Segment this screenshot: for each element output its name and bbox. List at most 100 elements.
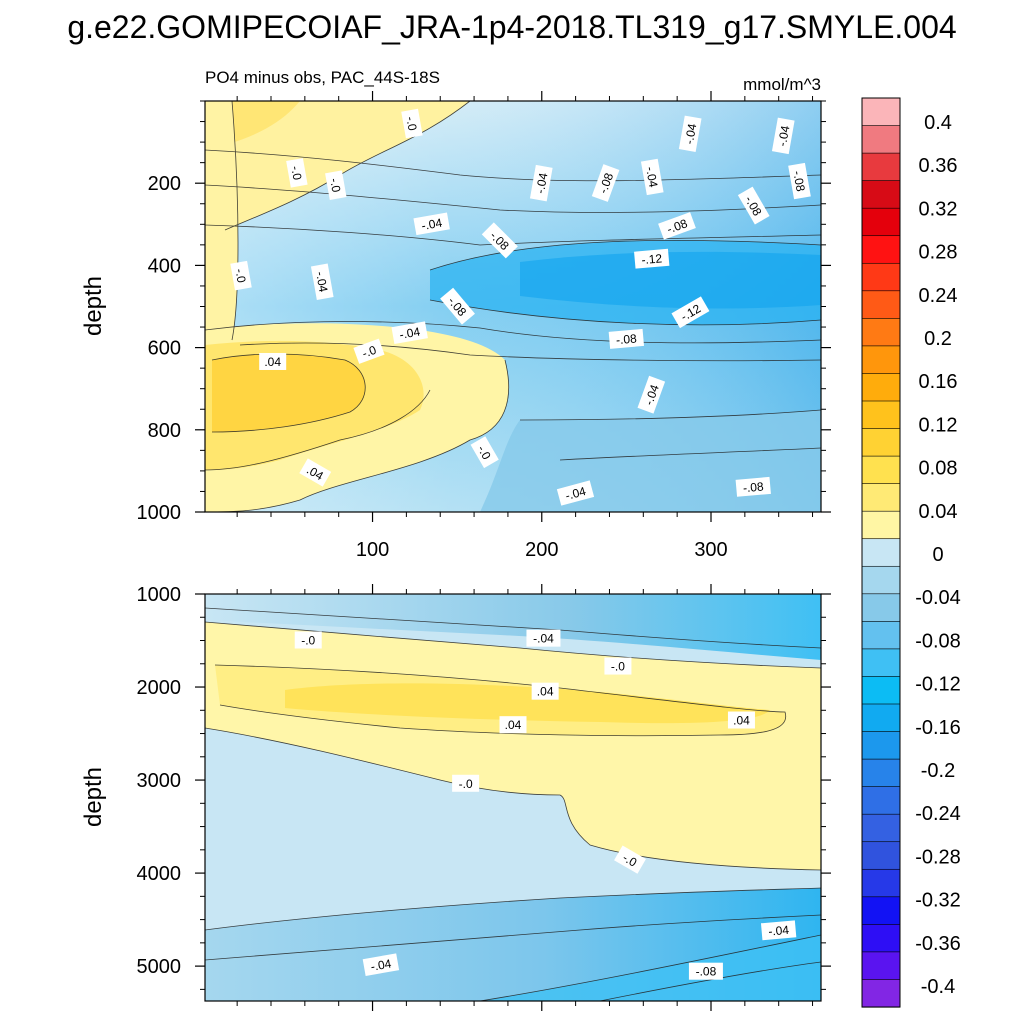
colorbar-level-label: 0.12 xyxy=(919,414,958,436)
colorbar-level-label: 0 xyxy=(932,544,943,566)
colorbar-cell xyxy=(861,813,901,843)
bottom-contour-label-text: -.0 xyxy=(459,777,473,791)
bottom-contour-label: .04 xyxy=(531,682,559,700)
top-contour-label: -.04 xyxy=(637,375,666,414)
colorbar-level-label: 0.04 xyxy=(919,501,958,523)
top-contour-label-text: -.04 xyxy=(775,124,792,147)
top-contour-label-box xyxy=(608,328,645,349)
top-contour-label-box xyxy=(286,158,308,188)
bottom-contour-line xyxy=(205,727,821,871)
bottom-contour-line xyxy=(214,664,787,737)
colorbar-cell xyxy=(861,97,901,127)
top-contour-label: -.04 xyxy=(640,158,664,196)
top-contour-label: -.08 xyxy=(788,162,811,200)
top-contour-label-box xyxy=(671,296,710,329)
bottom-contour-label-text: .04 xyxy=(733,714,750,728)
top-contour-label-box xyxy=(310,263,334,300)
colorbar-cell xyxy=(861,786,901,815)
top-contour-label: -.04 xyxy=(529,164,553,202)
colorbar-level-label: 0.24 xyxy=(919,285,958,307)
colorbar-cell xyxy=(861,125,901,154)
top-y-tick-label: 1000 xyxy=(137,502,182,524)
top-contour-label: -.0 xyxy=(325,170,347,200)
colorbar-cell xyxy=(861,290,901,319)
top-contour-label-box xyxy=(470,436,499,469)
colorbar-cell xyxy=(861,951,901,981)
top-contour-label-text: -.04 xyxy=(533,171,550,194)
bottom-contour-label-text: .04 xyxy=(505,718,522,732)
bottom-axes: 1000 2000 3000 4000 5000 xyxy=(137,584,831,1011)
top-contour-label: .04 xyxy=(299,458,332,487)
bottom-contour-labels: -.0 -.04 -.0 .04 .04 .04 -.0 -.0 -.04 -.04 -.08 xyxy=(294,629,797,980)
bottom-contour-label: -.0 xyxy=(294,631,322,649)
bottom-contour-label-box xyxy=(452,774,480,792)
top-contour-line xyxy=(205,224,821,246)
top-x-tick-label: 100 xyxy=(356,539,389,561)
top-y-tick-label: 400 xyxy=(148,255,181,277)
top-contour-label-text: -.0 xyxy=(403,115,419,132)
bottom-contour-label-box xyxy=(760,920,797,941)
top-contour-label: -.08 xyxy=(658,212,696,240)
top-contour-label-text: -.08 xyxy=(790,170,807,193)
figure-title: g.e22.GOMIPECOIAF_JRA-1p4-2018.TL319_g17… xyxy=(67,9,956,45)
colorbar-level-label: -0.16 xyxy=(915,717,961,739)
top-contour-label: -.0 xyxy=(353,338,385,364)
colorbar-cell xyxy=(861,483,901,512)
top-contour-label: -.04 xyxy=(678,115,702,153)
colorbar-cell xyxy=(861,538,901,567)
colorbar-level-label: 0.08 xyxy=(919,458,958,480)
top-contour-label-text: -.08 xyxy=(596,171,616,196)
top-positive-surface xyxy=(205,101,470,240)
top-contour-line xyxy=(205,389,431,471)
bottom-y-tick-label: 1000 xyxy=(137,584,182,606)
colorbar-cell xyxy=(861,152,901,182)
top-contour-line xyxy=(239,342,821,362)
top-contour-label: -.04 xyxy=(391,321,428,345)
top-contour-label-text: -.08 xyxy=(615,331,637,347)
colorbar-level-label: -0.32 xyxy=(915,890,961,912)
top-contour-label-box xyxy=(353,338,385,364)
top-contour-line xyxy=(205,321,821,344)
top-contour-label-box xyxy=(788,162,811,200)
colorbar-cell xyxy=(861,703,901,733)
top-negative-core-max xyxy=(520,251,821,309)
colorbar-level-label: 0.32 xyxy=(919,198,958,220)
colorbar-level-label: -0.4 xyxy=(921,976,955,998)
top-contour-label: -.12 xyxy=(634,248,670,269)
top-contour-label: -.08 xyxy=(591,164,620,202)
bottom-contour-label-text: -.0 xyxy=(611,660,625,674)
bottom-positive-band-max xyxy=(285,683,770,724)
colorbar-level-label: -0.28 xyxy=(915,846,961,868)
colorbar-level-label: -0.2 xyxy=(921,760,955,782)
top-contour-label-box xyxy=(678,115,702,153)
colorbar-cell xyxy=(861,979,901,1008)
colorbar-cell xyxy=(861,207,901,237)
bottom-contour-label-text: -.0 xyxy=(301,634,315,648)
bottom-y-tick-label: 4000 xyxy=(137,863,182,885)
top-x-tick-label: 200 xyxy=(525,539,558,561)
colorbar-cell xyxy=(861,428,901,457)
top-contour-label-box xyxy=(637,375,666,414)
top-contour-label-box xyxy=(529,164,553,202)
top-contour-label: -.04 xyxy=(771,117,795,155)
colorbar-cell xyxy=(861,565,901,595)
bottom-contour-label-text: -.04 xyxy=(533,632,554,646)
top-contour-label-text: -.04 xyxy=(420,216,443,233)
bottom-contour-label-text: -.04 xyxy=(768,923,790,939)
top-contour-label: -.0 xyxy=(286,158,308,188)
colorbar-cell xyxy=(861,235,901,264)
top-contour-line xyxy=(519,409,821,421)
bottom-contour-label: -.04 xyxy=(526,629,561,647)
top-contour-label-box xyxy=(737,186,770,225)
top-contour-label-text: -.0 xyxy=(327,177,343,194)
bottom-contour-label: -.04 xyxy=(760,920,797,941)
top-contour-label: -.0 xyxy=(401,108,423,139)
top-contour-label-text: .04 xyxy=(264,355,281,369)
colorbar-cell xyxy=(861,373,901,402)
top-contour-line xyxy=(205,359,510,512)
top-contour-label-text: -.04 xyxy=(643,166,660,189)
top-contour-line xyxy=(559,447,821,461)
bottom-y-tick-label: 2000 xyxy=(137,677,182,699)
colorbar-cell xyxy=(861,318,901,347)
top-contour-label-box xyxy=(771,117,795,155)
